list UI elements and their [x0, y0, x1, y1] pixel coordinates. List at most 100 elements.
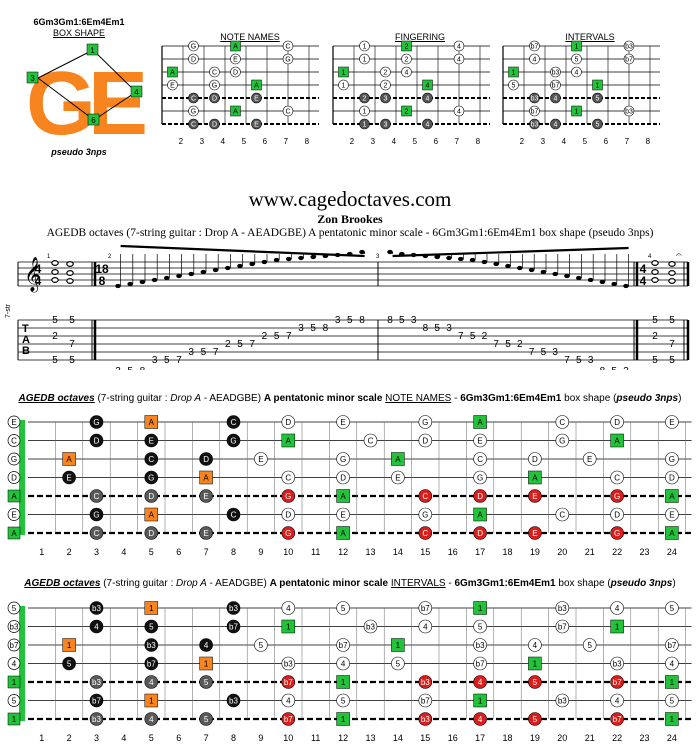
fret-note — [281, 601, 296, 615]
whole-note — [66, 277, 74, 284]
mini-note-label: b7 — [552, 83, 560, 90]
tab-fret: 5 — [127, 366, 133, 370]
fret-note-label: b3 — [476, 641, 485, 650]
time-sig-left-bottom: 4 — [35, 274, 42, 288]
fret-number: 10 — [283, 733, 293, 742]
mini-note-label: C — [191, 122, 196, 129]
fret-note — [226, 507, 241, 522]
fret-note-label: 4 — [286, 604, 291, 613]
mini-note — [571, 66, 582, 78]
mini-fret-number: 5 — [583, 137, 588, 146]
fret-number: 17 — [475, 547, 485, 556]
box-shape-title: 6Gm3Gm1:6Em4Em1 — [33, 17, 125, 27]
fret-note-label: A — [286, 437, 292, 446]
mini-note — [230, 66, 241, 78]
mini-note — [592, 79, 603, 91]
fret-note-label: b7 — [613, 678, 622, 687]
fret-note-label: G — [422, 418, 428, 427]
tab-fret: 5 — [541, 347, 547, 358]
tab-fret: 5 — [237, 339, 243, 350]
tab-fret: 5 — [52, 355, 58, 366]
scale-note — [359, 249, 365, 255]
fret-note-label: A — [532, 474, 538, 483]
fret-note-root — [199, 656, 213, 671]
fret-note — [144, 712, 159, 726]
mini-note-label: D — [191, 57, 196, 64]
mini-note-label: b3 — [552, 70, 560, 77]
scale-note — [151, 277, 158, 283]
tab-fret: 8 — [140, 366, 146, 370]
fret-note-label: 4 — [478, 715, 483, 724]
mini-note-label: b7 — [625, 57, 633, 64]
fret-note-label: D — [340, 474, 346, 483]
tab-fret: 7 — [564, 355, 570, 366]
open-string-note — [7, 601, 21, 615]
mini-note-label: 5 — [575, 57, 579, 64]
mini-note — [401, 53, 412, 65]
fret-note-label: b7 — [284, 715, 293, 724]
nut — [19, 420, 25, 535]
mini-note-label: C — [212, 70, 217, 77]
fret-note-label: 4 — [615, 697, 620, 706]
whole-note — [651, 276, 659, 283]
fret-note-label: 1 — [149, 604, 154, 613]
fret-note — [555, 507, 570, 522]
mini-note-label: 4 — [575, 70, 579, 77]
fret-number: 11 — [311, 733, 320, 742]
mini-note-label: b7 — [531, 109, 539, 116]
tab-fret: 8 — [423, 323, 429, 334]
mini-note-label: C — [191, 96, 196, 103]
fret-note-root — [391, 638, 405, 652]
tab-fret: 5 — [69, 355, 75, 366]
fret-note-label: 1 — [615, 623, 620, 632]
fret-number: 13 — [365, 547, 375, 556]
fret-note-label: b3 — [613, 660, 622, 669]
fret-note-label: 5 — [259, 641, 264, 650]
mini-note — [359, 105, 370, 117]
mini-header-fingering: FINGERING — [394, 32, 445, 42]
fret-note-root — [144, 507, 159, 522]
fret-note-label: G — [93, 511, 99, 520]
mini-note — [251, 92, 262, 104]
fret-note-label: 1 — [341, 678, 346, 687]
fret-note-label: b3 — [558, 697, 567, 706]
mini-note-label: C — [285, 109, 290, 116]
mini-note — [188, 53, 199, 65]
fret-number: 1 — [39, 547, 44, 556]
fret-number: 20 — [557, 547, 567, 556]
fret-note-label: b3 — [92, 715, 101, 724]
fret-note-root — [144, 601, 159, 615]
scale-note — [115, 283, 121, 289]
open-string-note — [7, 452, 21, 466]
tab-fret: 5 — [470, 331, 476, 342]
open-string-label: G — [11, 455, 17, 464]
mini-note-label: 3 — [384, 96, 388, 103]
fret-note-label: 1 — [670, 715, 675, 724]
fret-note — [281, 712, 296, 726]
open-string-root — [7, 675, 21, 689]
fret-note — [199, 712, 213, 726]
fret-note — [418, 712, 433, 726]
scale-note — [528, 267, 535, 273]
fret-note-label: D — [94, 437, 100, 446]
mini-diagram-2: b7 1 b3 4 5 b7 1 b3 4 5 b7 1 b3 4 5 b7 1 b3 b3 4 5 2 3 4 5 6 7 8 — [502, 40, 660, 146]
fret-note-root — [528, 470, 542, 485]
mini-note-label: A — [254, 83, 259, 90]
mini-note — [282, 105, 294, 117]
scale-note — [540, 269, 547, 275]
fret-note-label: A — [477, 511, 483, 520]
scale-note — [249, 261, 255, 267]
fret-note — [418, 433, 433, 448]
mini-note — [209, 79, 220, 91]
mini-note-label: G — [191, 109, 196, 116]
mini-fret-number: 6 — [434, 137, 439, 146]
fret-number: 15 — [420, 547, 430, 556]
scale-note — [225, 265, 231, 271]
fret-note — [254, 638, 268, 652]
fret-note — [610, 601, 624, 615]
fret-note-label: G — [340, 455, 346, 464]
side-label: 7-str — [5, 303, 12, 318]
fret-note — [336, 693, 350, 708]
mini-note — [401, 40, 412, 52]
fret-note — [89, 693, 104, 708]
